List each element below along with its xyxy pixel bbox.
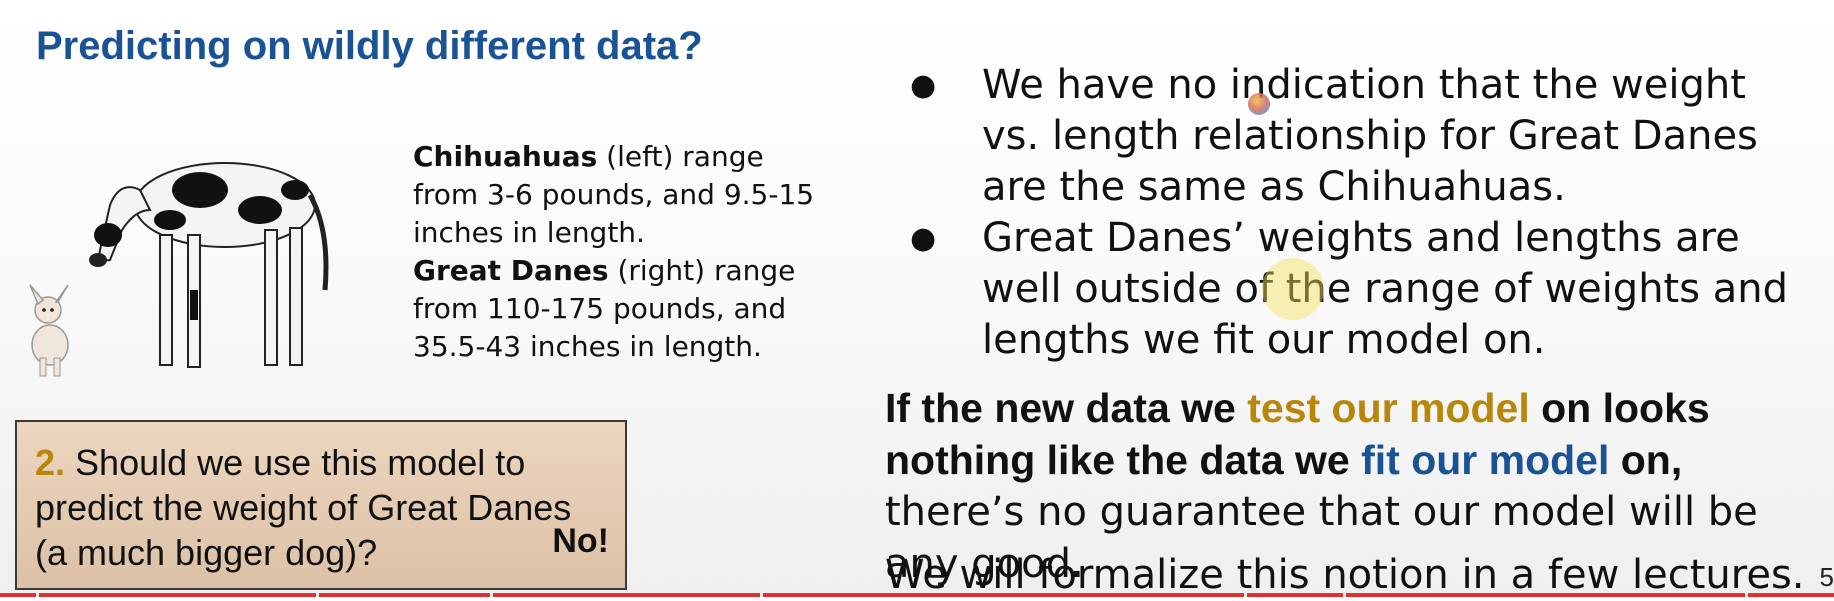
bullet-dot-icon: ● bbox=[910, 68, 937, 103]
progress-segment-marker bbox=[1343, 593, 1346, 597]
conclusion-part2: on looks nothing like the data we bbox=[885, 385, 1710, 483]
footer-line: We will formalize this notion in a few l… bbox=[885, 552, 1805, 598]
conclusion-period: . bbox=[1070, 540, 1083, 586]
progress-segment-marker bbox=[316, 593, 319, 597]
progress-segment-marker bbox=[1745, 593, 1748, 597]
progress-segment-marker bbox=[36, 593, 39, 597]
progress-segment-marker bbox=[490, 593, 493, 597]
bullet-item: ● We have no indication that the weight v… bbox=[900, 60, 1800, 213]
bullet-list: ● We have no indication that the weight v… bbox=[900, 60, 1800, 366]
cursor-icon bbox=[1248, 93, 1270, 115]
bullet-text: We have no indication that the weight vs… bbox=[982, 62, 1758, 210]
greatdane-label: Great Danes bbox=[413, 254, 609, 287]
greatdane-text: (right) range from 110-175 pounds, and 3… bbox=[413, 254, 796, 363]
chihuahua-text: (left) range from 3-6 pounds, and 9.5-15… bbox=[413, 140, 815, 249]
bullet-item: ● Great Danes’ weights and lengths are we… bbox=[900, 213, 1800, 366]
page-number: 5 bbox=[1819, 562, 1834, 592]
progress-segment-marker bbox=[760, 593, 763, 597]
conclusion-part3: on, bbox=[1609, 437, 1683, 483]
question-number: 2. bbox=[35, 442, 66, 483]
conclusion-highlight-blue: fit our model bbox=[1361, 437, 1610, 483]
chihuahua-figure bbox=[29, 284, 69, 377]
bullet-text: Great Danes’ weights and lengths are wel… bbox=[982, 215, 1789, 363]
question-text: Should we use this model to predict the … bbox=[35, 442, 572, 573]
video-progress-bar[interactable] bbox=[0, 593, 1834, 597]
slide-title: Predicting on wildly different data? bbox=[36, 24, 703, 68]
conclusion-highlight-gold: test our model bbox=[1247, 385, 1530, 431]
bullet-dot-icon: ● bbox=[910, 221, 937, 256]
cursor-highlight bbox=[1262, 258, 1324, 320]
conclusion-part1: If the new data we bbox=[885, 385, 1248, 431]
great-dane-figure bbox=[89, 162, 329, 368]
dogs-image bbox=[29, 162, 329, 377]
progress-segment-marker bbox=[1244, 593, 1247, 597]
question-box: 2. Should we use this model to predict t… bbox=[15, 420, 627, 590]
breed-description: Chihuahuas (left) range from 3-6 pounds,… bbox=[413, 138, 833, 366]
chihuahua-label: Chihuahuas bbox=[413, 140, 598, 173]
conclusion-part4: there’s no guarantee that our model will… bbox=[885, 489, 1758, 587]
question-answer: No! bbox=[552, 522, 609, 560]
conclusion-text: If the new data we test our model on loo… bbox=[885, 383, 1815, 590]
